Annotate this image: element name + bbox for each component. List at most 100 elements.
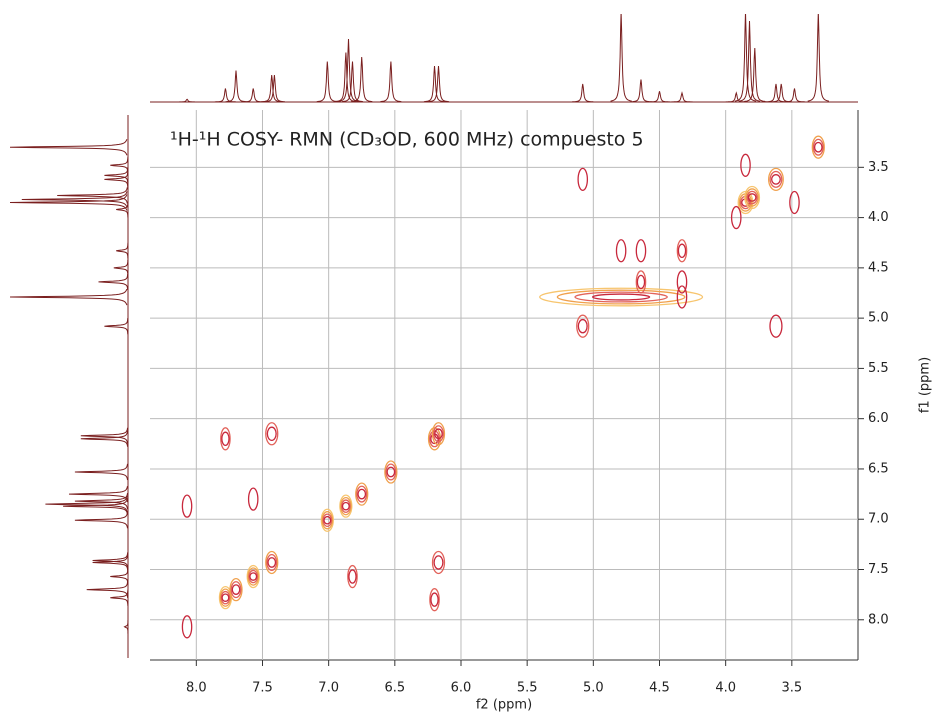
projection-peak bbox=[92, 552, 129, 569]
projection-peak bbox=[783, 88, 806, 103]
x-tick-label: 7.5 bbox=[252, 681, 273, 696]
projection-peak bbox=[116, 242, 129, 259]
contour bbox=[789, 190, 800, 215]
projection-peak bbox=[214, 88, 236, 103]
contour bbox=[249, 572, 258, 581]
contour bbox=[769, 314, 783, 338]
contour bbox=[341, 499, 351, 513]
contour bbox=[676, 285, 688, 309]
grid bbox=[150, 110, 858, 660]
projection-peak bbox=[110, 589, 129, 606]
contour bbox=[574, 291, 668, 303]
contour bbox=[321, 511, 334, 530]
projection-peak bbox=[74, 492, 128, 510]
contour bbox=[769, 170, 783, 188]
contour bbox=[636, 274, 646, 290]
y-tick-label: 4.5 bbox=[868, 260, 889, 275]
contour bbox=[434, 428, 443, 440]
x-tick-label: 5.5 bbox=[517, 681, 538, 696]
projection-peak bbox=[225, 70, 247, 103]
contour bbox=[247, 487, 259, 511]
contour bbox=[265, 550, 279, 575]
contour bbox=[427, 427, 442, 451]
contour bbox=[635, 270, 647, 294]
y-tick-label: 5.0 bbox=[868, 311, 889, 326]
x-tick-label: 4.5 bbox=[649, 681, 670, 696]
contour bbox=[730, 205, 742, 230]
projection-peak bbox=[725, 91, 747, 103]
projection-peak bbox=[176, 98, 198, 103]
contour bbox=[339, 494, 353, 518]
contour bbox=[385, 463, 397, 481]
contour bbox=[248, 569, 259, 584]
contour bbox=[635, 239, 647, 263]
projection-peak bbox=[74, 512, 128, 529]
projection-peak bbox=[341, 61, 364, 103]
y-axis-label: f1 (ppm) bbox=[918, 357, 933, 413]
contour bbox=[744, 185, 761, 210]
projection-peak bbox=[80, 427, 128, 444]
x-tick-label: 6.0 bbox=[451, 681, 472, 696]
contour bbox=[431, 422, 446, 446]
projection-peak bbox=[242, 88, 264, 103]
y-tick-label: 6.0 bbox=[868, 411, 889, 426]
projection-peak bbox=[765, 83, 787, 103]
projection-peak bbox=[316, 61, 338, 103]
contour bbox=[348, 569, 357, 584]
contour bbox=[341, 501, 350, 511]
x-tick-label: 4.0 bbox=[715, 681, 736, 696]
projection-peak bbox=[86, 581, 129, 598]
projection-peak bbox=[572, 83, 594, 103]
contour bbox=[576, 314, 590, 338]
projection-peak bbox=[9, 139, 128, 156]
y-tick-label: 5.5 bbox=[868, 361, 889, 376]
y-tick-label: 4.0 bbox=[868, 210, 889, 225]
contour bbox=[340, 496, 352, 516]
contour bbox=[267, 557, 277, 568]
contour bbox=[266, 553, 278, 571]
projection-peak bbox=[423, 65, 446, 103]
contour bbox=[266, 426, 277, 442]
projection-peak bbox=[123, 618, 129, 635]
contour bbox=[746, 190, 758, 205]
projection-peak bbox=[337, 38, 360, 102]
contour bbox=[355, 482, 369, 506]
projection-peak bbox=[9, 194, 128, 211]
contour bbox=[221, 431, 230, 447]
x-tick-label: 5.0 bbox=[583, 681, 604, 696]
x-tick-label: 6.5 bbox=[384, 681, 405, 696]
contour bbox=[677, 243, 687, 259]
x-axis-label: f2 (ppm) bbox=[476, 698, 532, 713]
contour bbox=[221, 593, 230, 602]
projection-peak bbox=[110, 157, 129, 174]
contour bbox=[768, 167, 784, 192]
projection-peak bbox=[110, 568, 129, 585]
contour bbox=[556, 289, 686, 305]
contour bbox=[433, 555, 444, 570]
contour bbox=[229, 577, 243, 602]
projection-peak bbox=[21, 191, 128, 208]
projection-peak bbox=[630, 79, 652, 103]
y-tick-label: 8.0 bbox=[868, 612, 889, 627]
contour bbox=[384, 460, 398, 484]
contour bbox=[246, 564, 260, 589]
contour bbox=[323, 515, 332, 525]
projection-peak bbox=[351, 56, 373, 103]
contour bbox=[356, 485, 368, 503]
contour bbox=[231, 584, 241, 595]
projection-peak bbox=[104, 317, 129, 335]
projection-peak bbox=[648, 91, 671, 103]
y-tick-label: 7.5 bbox=[868, 562, 889, 577]
contours bbox=[181, 135, 825, 639]
contour bbox=[265, 422, 279, 446]
projection-peak bbox=[9, 288, 128, 306]
y-tick-label: 3.5 bbox=[868, 160, 889, 175]
contour bbox=[676, 239, 688, 263]
contour bbox=[322, 513, 333, 527]
contour bbox=[539, 287, 704, 307]
projection-peak bbox=[427, 65, 450, 103]
contour bbox=[747, 193, 757, 202]
y-tick-label: 7.0 bbox=[868, 512, 889, 527]
projection-peak bbox=[80, 430, 128, 447]
